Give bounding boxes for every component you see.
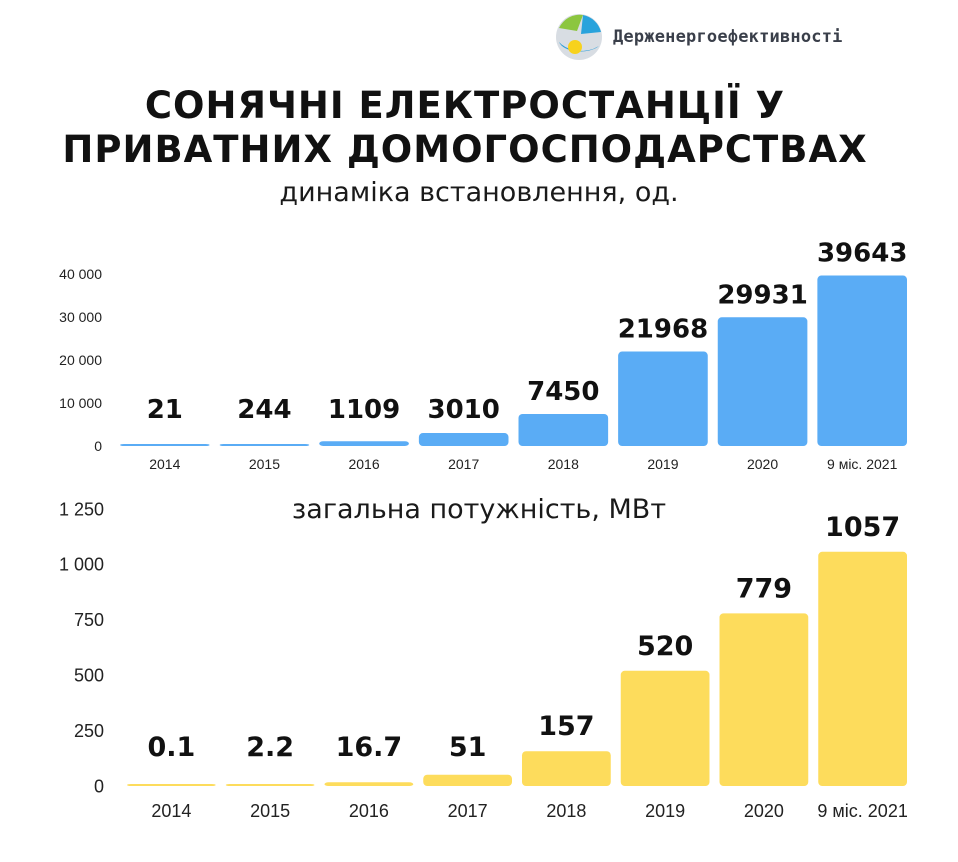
page-title-line-2: ПРИВАТНИХ ДОМОГОСПОДАРСТВАХ: [62, 128, 868, 171]
chart1-ytick-label: 0: [94, 776, 104, 796]
chart1-value-label: 779: [736, 573, 792, 604]
chart1-bar: [818, 551, 907, 786]
chart1-subtitle: динаміка встановлення, од.: [279, 177, 679, 208]
chart0-bar: [418, 433, 509, 446]
chart0-bar: [518, 413, 609, 446]
page-title-line-1: СОНЯЧНІ ЕЛЕКТРОСТАНЦІЇ У: [144, 84, 786, 127]
chart1-category-label: 2018: [546, 801, 586, 821]
energy-efficiency-logo-icon: [556, 14, 602, 60]
chart1-bar: [719, 613, 809, 786]
chart1-value-label: 520: [637, 631, 693, 662]
chart1-bar: [423, 774, 512, 786]
chart0-ytick-label: 40 000: [59, 266, 102, 282]
chart0-ytick-label: 10 000: [59, 395, 102, 411]
chart1-category-label: 2015: [250, 801, 290, 821]
chart1-bar: [324, 782, 414, 786]
brand-header: Держенергоефективності: [553, 12, 843, 62]
chart0-ytick-label: 30 000: [59, 309, 102, 325]
chart1-value-label: 0.1: [147, 732, 195, 763]
chart0-category-label: 2019: [647, 456, 678, 472]
chart0-category-label: 2018: [548, 456, 579, 472]
chart1-category-label: 2019: [645, 801, 685, 821]
chart1-ytick-label: 1 000: [59, 555, 104, 575]
chart1-ytick-label: 1 250: [59, 499, 104, 519]
chart0-category-label: 2020: [747, 456, 778, 472]
chart0-value-label: 21: [147, 395, 183, 425]
chart1-ytick-label: 250: [74, 721, 104, 741]
chart0-value-label: 29931: [717, 280, 807, 310]
chart1-bar: [225, 784, 315, 786]
chart0-ytick-label: 0: [94, 438, 102, 454]
chart0-category-label: 2016: [348, 456, 379, 472]
chart0-bar: [817, 275, 907, 446]
chart1-bar: [522, 751, 611, 786]
chart1-category-label: 2020: [744, 801, 784, 821]
chart0-value-label: 21968: [618, 315, 708, 345]
chart0-bar: [120, 444, 210, 446]
chart1-value-label: 2.2: [246, 732, 294, 763]
chart1-value-label: 1057: [825, 512, 900, 543]
installations-bar-chart: 0 10 000 20 000 30 000 40 000 21 2014 244 2015 11…: [59, 239, 907, 472]
capacity-bar-chart: 0 250 500 750 1 000 1 250 0.1 2014 2.2 2015 16.7 20…: [59, 499, 908, 821]
chart1-category-label: 9 міс. 2021: [817, 801, 907, 821]
chart1-value-label: 16.7: [336, 732, 403, 763]
chart1-bar: [127, 784, 216, 786]
chart0-value-label: 3010: [428, 395, 500, 425]
chart1-bar: [620, 670, 710, 786]
chart1-category-label: 2014: [151, 801, 191, 821]
chart0-value-label: 39643: [817, 239, 907, 269]
chart0-category-label: 9 міс. 2021: [827, 456, 898, 472]
chart0-category-label: 2015: [249, 456, 280, 472]
chart0-category-label: 2017: [448, 456, 479, 472]
chart1-category-label: 2017: [448, 801, 488, 821]
chart0-value-label: 1109: [328, 395, 400, 425]
chart0-bar: [219, 444, 310, 446]
chart0-value-label: 7450: [527, 377, 599, 407]
chart0-bar: [717, 317, 808, 446]
chart0-ytick-label: 20 000: [59, 352, 102, 368]
chart0-value-label: 244: [237, 395, 291, 425]
chart0-bar: [618, 351, 708, 446]
chart1-ytick-label: 750: [74, 610, 104, 630]
chart1-ytick-label: 500: [74, 666, 104, 686]
chart1-value-label: 157: [538, 711, 594, 742]
chart1-category-label: 2016: [349, 801, 389, 821]
chart0-category-label: 2014: [149, 456, 180, 472]
chart0-bar: [319, 441, 409, 446]
chart2-subtitle: загальна потужність, МВт: [291, 494, 667, 525]
chart1-value-label: 51: [449, 732, 487, 763]
brand-name: Держенергоефективності: [613, 27, 843, 47]
